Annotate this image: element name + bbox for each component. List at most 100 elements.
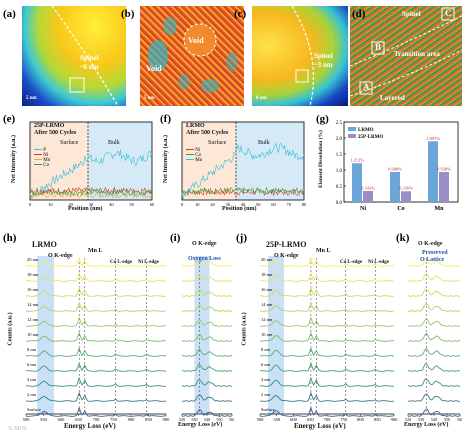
x-tick-label: 520 [405,417,411,422]
depth-label: 8 nm [27,347,37,352]
spectrum-line [259,361,395,372]
x-tick-label: 10 [195,202,200,207]
y-axis-label: Net Intensity (a.u.) [163,135,169,183]
o-edge-band [268,256,285,414]
bar [428,141,438,202]
spectrum-line [407,257,461,267]
spinel-boundary [291,6,315,106]
spectrum-line [25,376,166,387]
scale-label: 8 nm [256,96,267,101]
x-tick-label: 600 [58,417,66,422]
spectrum-line [407,408,461,417]
panel-g-label: (g) [316,113,329,125]
eels-spectra-i: 520 530 540 550 560 [179,256,235,422]
void-markers [148,17,238,93]
spectrum-line [181,258,233,267]
x-tick-label: 530 [192,417,198,422]
legend: Ni Co Mn [186,148,202,163]
spectrum-line [25,346,167,357]
legend: P Ni Mn Co [34,148,50,168]
spectrum-line [407,378,460,387]
panel-h-label: (h) [3,232,17,244]
spectrum-line [25,286,167,297]
panel-k-label: (k) [396,232,410,244]
depth-label: 10 nm [261,332,273,337]
spectrum-line [25,406,167,417]
legend-label: P [43,148,47,153]
o-edge-band [194,256,210,414]
legend-label: Mn [195,158,203,163]
series-line [181,188,305,197]
legend-label: Ni [195,148,201,153]
legend-label: Mn [43,158,51,163]
chart-subtitle: After 500 Cycles [186,130,229,136]
layered-label: Layered [380,94,405,102]
spectrum-line [181,409,233,417]
bulk-label: Bulk [108,140,120,146]
legend-label: Co [195,153,202,158]
bar-value-label: 1.897% [426,136,440,141]
x-tick-label: 40 [241,202,246,207]
region-c-label: C [445,8,452,18]
depth-label: 2 nm [27,392,37,397]
y-tick-label: 0.5 [336,185,343,190]
legend-item: Ni [186,148,202,153]
thickness-label: ~3 nm [314,61,333,69]
panel-c-image: Spinel ~3 nm 8 nm [252,6,348,106]
depth-label: 20 nm [261,257,273,262]
y-tick-label: 1.5 [336,153,343,158]
surface-label: Surface [60,140,79,146]
spectrum-line [25,316,167,327]
x-tick-label: 560 [457,417,462,422]
depth-label: Surface [261,407,275,412]
spectrum-line [25,391,167,402]
y-axis-label: Net Intensity (a.u.) [11,135,17,183]
panel-e-label: (e) [3,113,16,125]
panel-i-spectra: 520 530 540 550 560 O K-edge Oxygen Loss Ene… [178,236,235,430]
void-label-1: Void [188,36,204,45]
watermark: X-MOL [8,426,28,432]
x-tick-label: 550 [273,417,281,422]
x-tick-label: 20 [210,202,215,207]
panel-g-chart: 0.0 0.5 1.0 1.5 2.0 2.5 Ni 1.212% 0.343% Co 0.940%… [318,118,462,214]
x-tick-label: 540 [431,417,437,422]
depth-label: 16 nm [261,287,273,292]
panel-a-label: (a) [3,8,16,20]
spectrum-line [25,361,167,372]
depth-label: 14 nm [261,302,273,307]
bar [352,163,362,202]
depth-label: 2 nm [261,392,271,397]
bulk-label: Bulk [258,140,270,146]
depth-label: 14 nm [27,302,39,307]
bar-value-label: 1.212% [350,158,364,163]
spectrum-line [25,256,167,267]
panel-c-label: (c) [234,8,247,20]
panel-a-image: Spinel ~6 nm 5 nm [22,6,126,106]
linescan-chart-f: 0 10 20 30 40 50 60 70 80 [181,121,307,207]
x-axis-label: Energy Loss (eV) [294,422,346,430]
region-b-label: B [375,42,382,52]
depth-label: 12 nm [27,317,39,322]
series-line [181,186,305,195]
spectrum-line [259,316,395,327]
x-tick-label: 900 [391,417,398,422]
spinel-label: Spinel [80,54,99,62]
spectrum-line [259,286,395,297]
legend-item: P [34,148,50,153]
panel-d-image: Spinel C B Transition area A Layered [350,6,462,106]
legend-label: Co [43,163,50,168]
spectra-title: 25P-LRMO [266,240,307,249]
region-boundaries [350,7,462,97]
panel-f-chart: 0 10 20 30 40 50 60 70 80 LRMO After 500 Cycles … [163,118,308,212]
spectrum-line [407,363,461,372]
legend-swatch [348,127,356,131]
x-tick-label: 850 [374,417,382,422]
spectrum-line [181,289,233,297]
spectrum-line [407,347,461,357]
o-lattice-label: O Lattice [420,257,445,263]
region-a-label: A [363,82,370,92]
spectrum-line [181,304,233,312]
depth-label: 8 nm [261,347,271,352]
x-tick-label: 800 [357,417,365,422]
spectrum-line [26,271,167,282]
